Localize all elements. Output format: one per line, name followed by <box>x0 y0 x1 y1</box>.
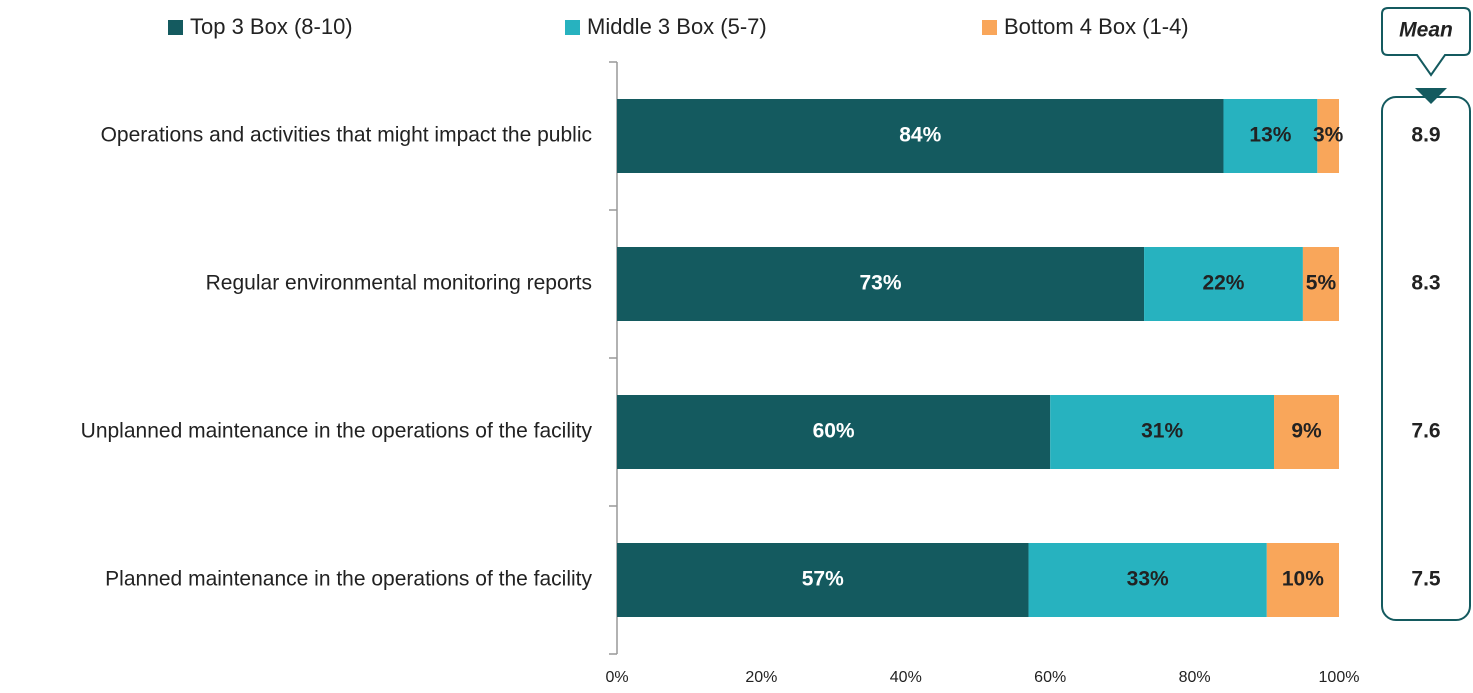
data-label: 9% <box>1291 420 1322 443</box>
bar-segment <box>1050 395 1275 469</box>
data-label: 22% <box>1202 272 1244 295</box>
legend-label: Middle 3 Box (5-7) <box>587 14 767 39</box>
bar-segment <box>1266 543 1339 617</box>
legend-swatch <box>982 20 997 35</box>
x-tick-label: 40% <box>890 669 922 686</box>
data-label: 5% <box>1306 272 1337 295</box>
mean-value: 7.6 <box>1411 420 1440 443</box>
bar-segment <box>617 395 1051 469</box>
mean-value: 7.5 <box>1411 568 1441 591</box>
legend-label: Bottom 4 Box (1-4) <box>1004 14 1189 39</box>
mean-panel <box>1381 96 1471 621</box>
data-label: 31% <box>1141 420 1183 443</box>
legend-label: Top 3 Box (8-10) <box>190 14 353 39</box>
mean-value: 8.9 <box>1411 124 1440 147</box>
data-label: 10% <box>1282 568 1324 591</box>
bar-segment <box>1274 395 1339 469</box>
legend-swatch <box>168 20 183 35</box>
category-label: Unplanned maintenance in the operations … <box>81 420 593 443</box>
x-tick-label: 80% <box>1179 669 1211 686</box>
mean-value: 8.3 <box>1411 272 1440 295</box>
category-label: Operations and activities that might imp… <box>101 124 592 147</box>
data-label: 3% <box>1313 124 1344 147</box>
bar-segment <box>617 543 1029 617</box>
x-tick-label: 0% <box>605 669 628 686</box>
bar-segment <box>617 99 1224 173</box>
category-label: Regular environmental monitoring reports <box>206 272 592 295</box>
x-tick-label: 100% <box>1319 669 1360 686</box>
mean-title: Mean <box>1399 19 1453 42</box>
bar-segment <box>617 247 1145 321</box>
data-label: 13% <box>1249 124 1291 147</box>
x-tick-label: 60% <box>1034 669 1066 686</box>
legend-swatch <box>565 20 580 35</box>
bar-segment <box>1144 247 1303 321</box>
mean-callout <box>1381 7 1471 77</box>
data-label: 73% <box>860 272 902 295</box>
bar-segment <box>1028 543 1267 617</box>
bar-segment <box>1317 99 1339 173</box>
data-label: 84% <box>899 124 941 147</box>
x-tick-label: 20% <box>745 669 777 686</box>
bar-segment <box>1223 99 1318 173</box>
data-label: 33% <box>1127 568 1169 591</box>
bar-segment <box>1302 247 1339 321</box>
data-label: 57% <box>802 568 844 591</box>
data-label: 60% <box>813 420 855 443</box>
category-label: Planned maintenance in the operations of… <box>105 568 592 591</box>
